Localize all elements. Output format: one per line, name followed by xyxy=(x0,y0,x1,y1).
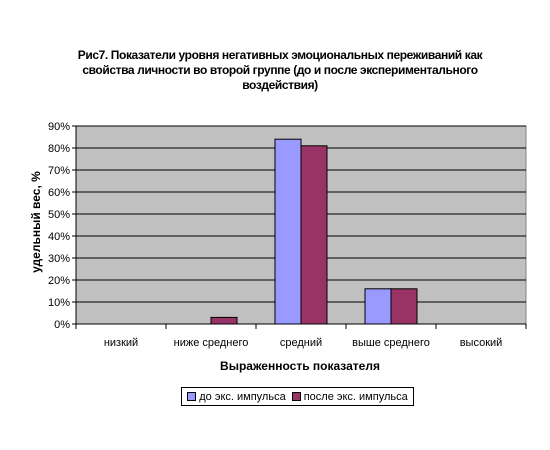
y-tick-label: 40% xyxy=(48,231,70,243)
x-tick-label: высокий xyxy=(460,337,503,349)
axes xyxy=(72,125,527,329)
y-tick-label: 70% xyxy=(48,165,70,177)
y-tick-label: 10% xyxy=(48,297,70,309)
legend-item-before: до экс. импульса xyxy=(187,390,286,403)
legend-swatch-before xyxy=(187,392,197,401)
y-tick-label: 30% xyxy=(48,253,70,265)
y-tick-label: 0% xyxy=(54,319,70,331)
x-tick-label: низкий xyxy=(104,337,138,349)
x-axis-label: Выраженность показателя xyxy=(220,359,380,373)
legend-item-after: после экс. импульса xyxy=(291,390,408,403)
bars xyxy=(210,138,418,325)
x-tick-label: выше среднего xyxy=(352,337,430,349)
legend-label-after: после экс. импульса xyxy=(303,390,408,403)
bar-after xyxy=(210,316,238,325)
y-tick-label: 90% xyxy=(48,121,70,133)
bar-before xyxy=(274,138,302,325)
bar-before xyxy=(364,288,392,325)
y-axis-label: удельный вес, % xyxy=(29,171,43,273)
y-tick-label: 50% xyxy=(48,209,70,221)
x-tick-label: средний xyxy=(280,337,322,349)
chart-title: Рис7. Показатели уровня негативных эмоци… xyxy=(77,48,483,92)
bar-after xyxy=(390,288,418,325)
legend-swatch-after xyxy=(291,392,301,401)
bar-after xyxy=(300,145,328,325)
y-tick-label: 60% xyxy=(48,187,70,199)
x-tick-label: ниже среднего xyxy=(174,337,249,349)
y-tick-label: 80% xyxy=(48,143,70,155)
legend: до экс. импульса после экс. импульса xyxy=(181,387,414,406)
legend-label-before: до экс. импульса xyxy=(199,390,286,403)
x-tick-labels: низкий ниже среднего средний выше среднего в… xyxy=(104,337,502,349)
y-tick-labels: 0% 10% 20% 30% 40% 50% 60% 70% 80% 90% xyxy=(48,121,70,331)
y-tick-label: 20% xyxy=(48,275,70,287)
